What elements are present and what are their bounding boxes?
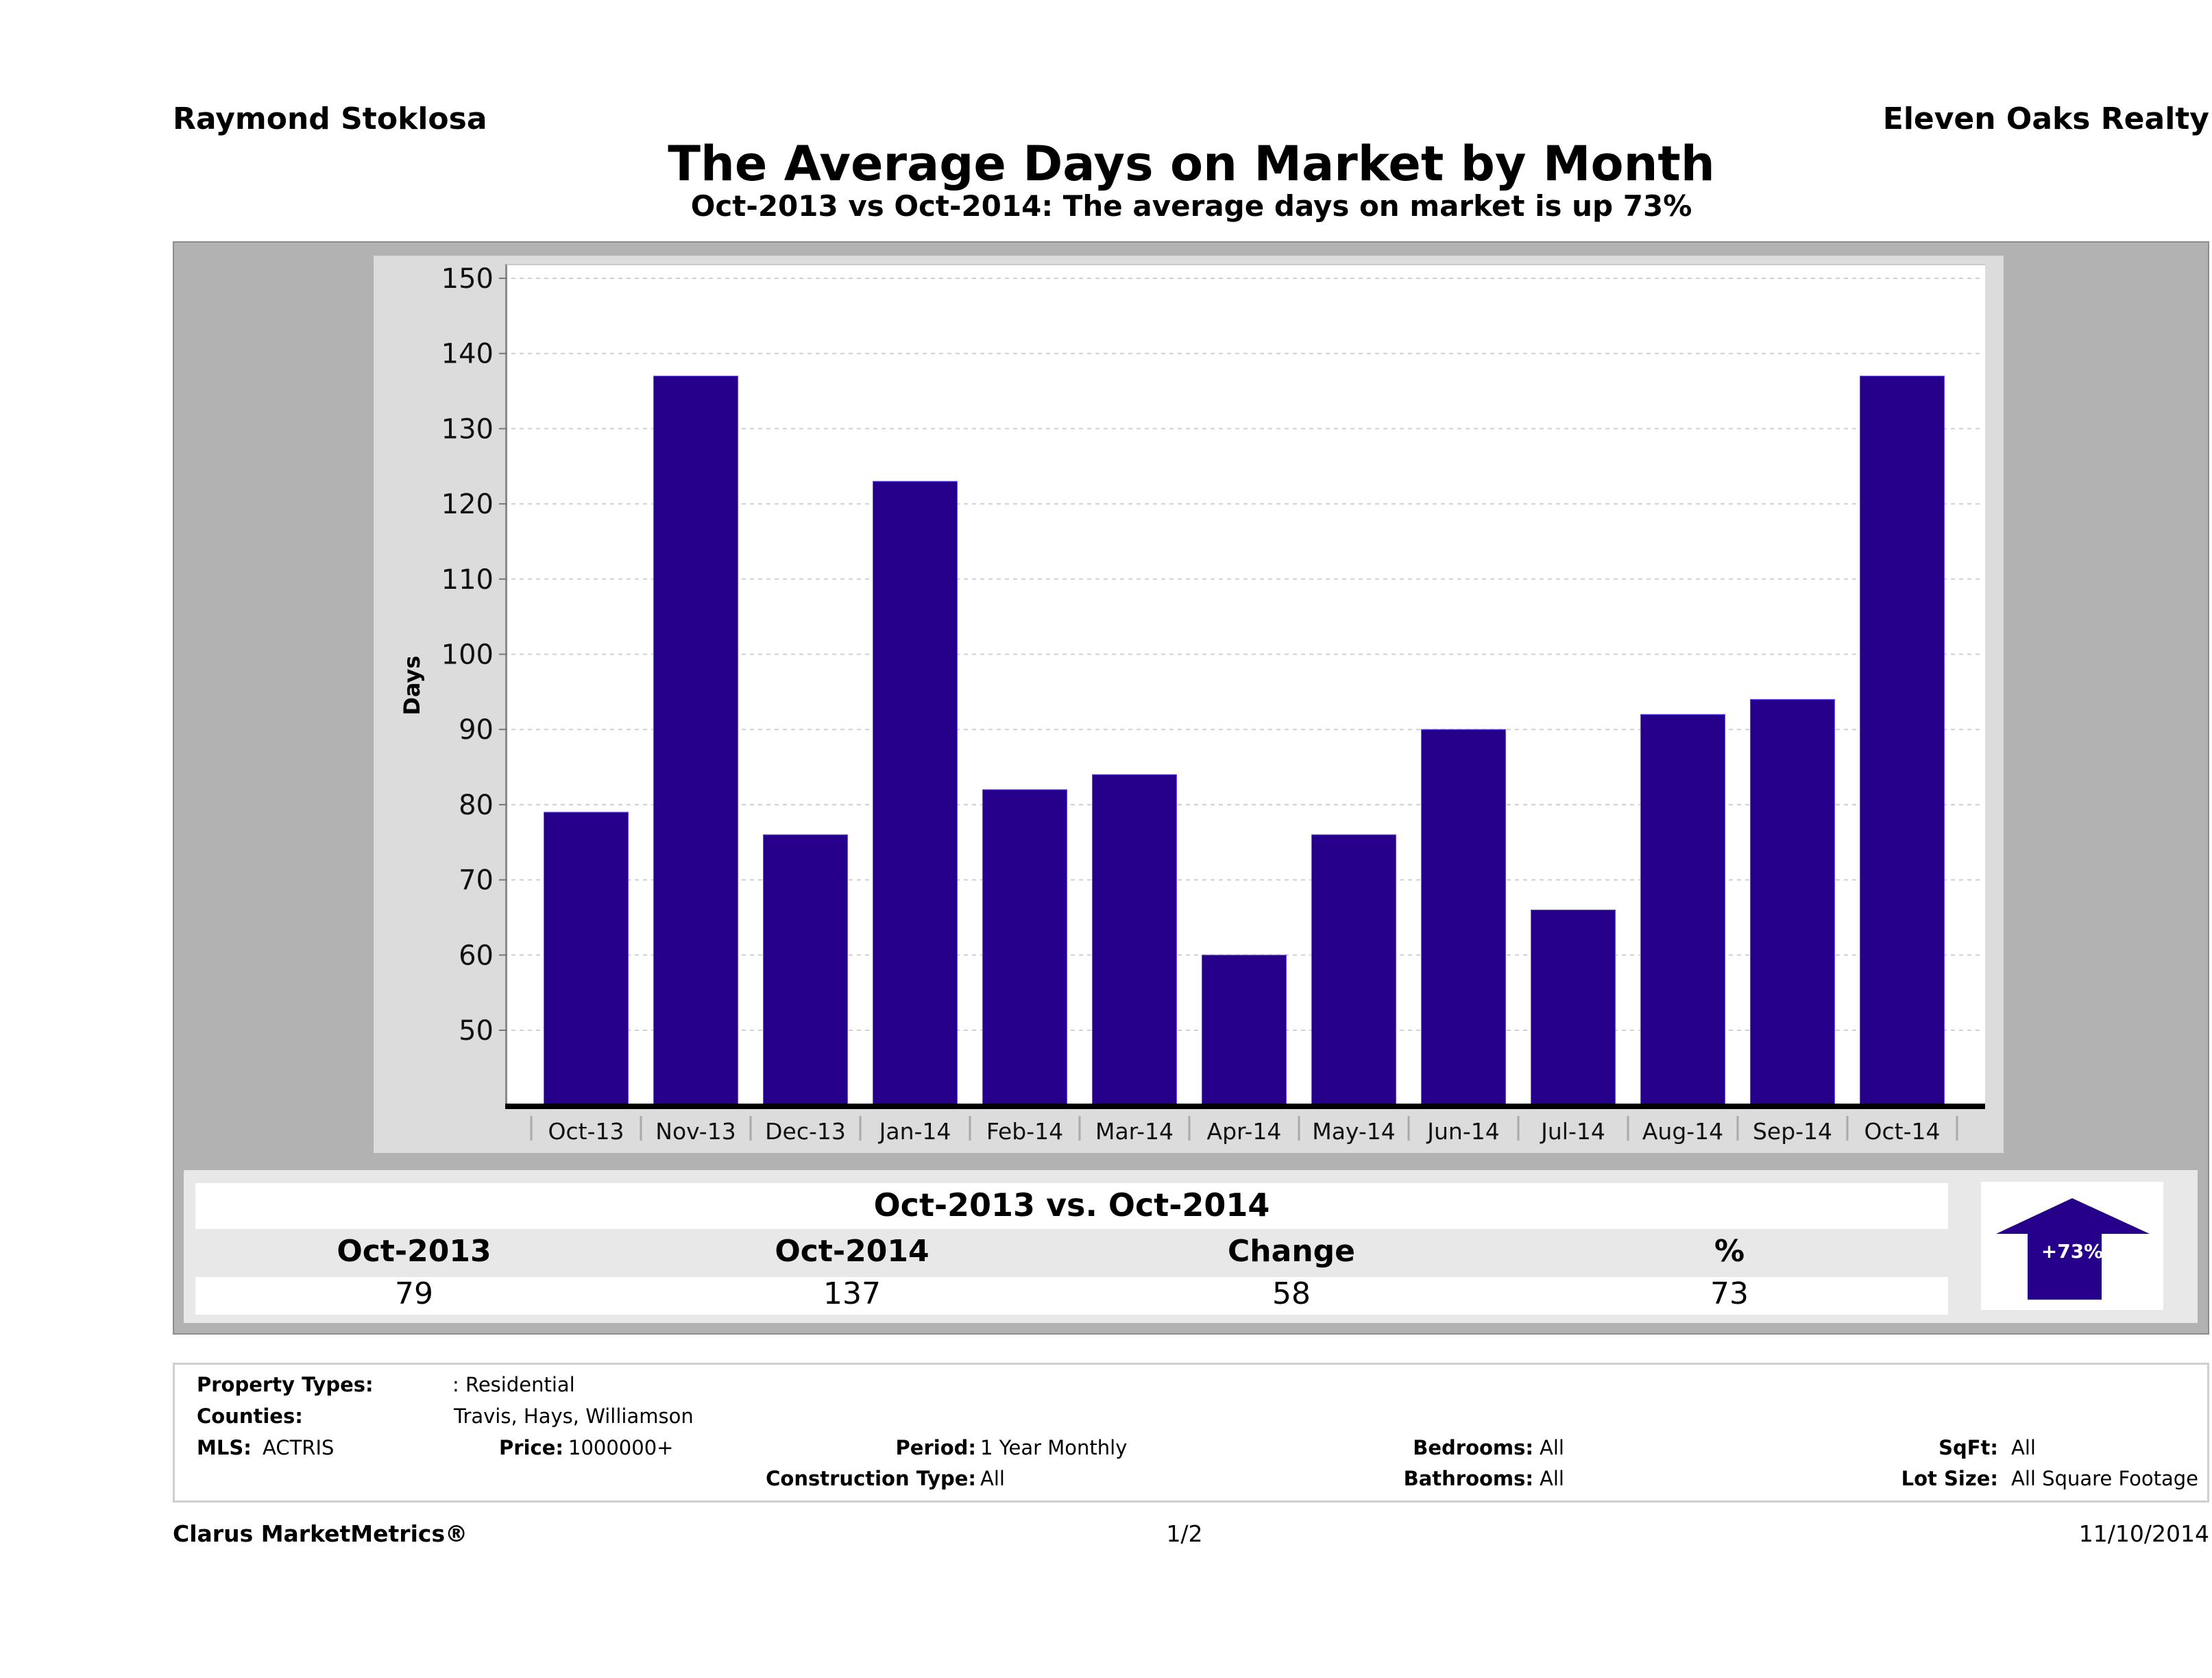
- bar-jun-14: [1421, 729, 1506, 1107]
- footer-date: 11/10/2014: [2078, 1520, 2209, 1547]
- y-tick-label: 70: [459, 865, 494, 897]
- summary-header-row: [195, 1230, 1948, 1275]
- company-name: Eleven Oaks Realty: [1882, 101, 2209, 136]
- y-tick-label: 50: [459, 1015, 494, 1047]
- change-badge: +73%: [2041, 1240, 2103, 1263]
- x-tick-label: Jul-14: [1540, 1118, 1605, 1145]
- report-subtitle: Oct-2013 vs Oct-2014: The average days o…: [690, 189, 1692, 223]
- summary-header-oct-2013: Oct-2013: [337, 1234, 491, 1269]
- x-tick-label: Jun-14: [1426, 1118, 1499, 1145]
- mls-label: MLS:: [197, 1436, 252, 1459]
- summary-title: Oct-2013 vs. Oct-2014: [873, 1187, 1270, 1224]
- up-arrow-icon: +73%: [1996, 1198, 2150, 1300]
- x-tick-label: Mar-14: [1095, 1118, 1174, 1145]
- construction-type-label: Construction Type:: [766, 1467, 976, 1490]
- property-types-value: : Residential: [452, 1373, 575, 1396]
- y-tick-label: 140: [441, 339, 494, 370]
- x-tick-label: Aug-14: [1642, 1118, 1723, 1145]
- y-axis-label: Days: [399, 655, 425, 715]
- period-value: 1 Year Monthly: [980, 1436, 1128, 1459]
- x-tick-label: Oct-14: [1864, 1118, 1941, 1145]
- lot-size-value: All Square Footage: [2011, 1467, 2199, 1490]
- lot-size-label: Lot Size:: [1901, 1467, 1998, 1490]
- x-tick-label: Dec-13: [765, 1118, 846, 1145]
- property-types-label: Property Types:: [197, 1373, 374, 1396]
- summary-header-percent: %: [1714, 1234, 1745, 1269]
- bar-jan-14: [873, 481, 958, 1107]
- bar-aug-14: [1640, 714, 1725, 1107]
- bar-feb-14: [982, 789, 1067, 1107]
- bar-nov-13: [653, 376, 738, 1107]
- x-tick-label: Apr-14: [1207, 1118, 1282, 1145]
- construction-type-value: All: [980, 1467, 1005, 1490]
- period-label: Period:: [895, 1436, 976, 1459]
- x-tick-label: Jan-14: [878, 1118, 951, 1145]
- summary-value-row: [195, 1277, 1948, 1315]
- filter-info-box: [173, 1363, 2209, 1503]
- bars: [544, 376, 1945, 1107]
- summary-value-change: 58: [1272, 1276, 1311, 1311]
- bar-dec-13: [763, 834, 848, 1107]
- footer-page-number: 1/2: [1166, 1520, 1203, 1547]
- y-axis-ticks: 50 60 70 80 90 100 110 120 130 140 150: [441, 263, 507, 1047]
- footer-brand: Clarus MarketMetrics®: [173, 1520, 468, 1547]
- x-tick-label: Oct-13: [548, 1118, 624, 1145]
- summary-value-oct-2014: 137: [823, 1276, 881, 1311]
- bar-jul-14: [1531, 909, 1616, 1107]
- price-value: 1000000+: [568, 1436, 674, 1459]
- bar-may-14: [1311, 834, 1396, 1107]
- sqft-value: All: [2011, 1436, 2036, 1459]
- sqft-label: SqFt:: [1938, 1436, 1998, 1459]
- y-tick-label: 150: [441, 263, 494, 295]
- bedrooms-label: Bedrooms:: [1413, 1436, 1533, 1459]
- y-tick-label: 100: [441, 640, 494, 671]
- counties-label: Counties:: [197, 1405, 303, 1428]
- summary-value-percent: 73: [1710, 1276, 1749, 1311]
- bar-chart: 50 60 70 80 90 100 110 120 130 140 150 Oct-13 Nov-1…: [399, 263, 1985, 1145]
- bathrooms-label: Bathrooms:: [1403, 1467, 1533, 1490]
- y-tick-label: 130: [441, 413, 494, 445]
- bathrooms-value: All: [1540, 1467, 1564, 1490]
- x-tick-label: Nov-13: [655, 1118, 736, 1145]
- x-axis-ticks: Oct-13 Nov-13 Dec-13 Jan-14 Feb-14 Mar-14 Apr-…: [505, 1104, 1985, 1145]
- price-label: Price:: [499, 1436, 563, 1459]
- counties-value: Travis, Hays, Williamson: [454, 1405, 694, 1428]
- summary-title-row: [195, 1183, 1948, 1229]
- x-tick-label: Sep-14: [1753, 1118, 1832, 1145]
- bar-mar-14: [1092, 774, 1177, 1107]
- agent-name: Raymond Stoklosa: [173, 101, 487, 136]
- x-tick-label: May-14: [1312, 1118, 1396, 1145]
- mls-value: ACTRIS: [263, 1436, 335, 1459]
- bedrooms-value: All: [1540, 1436, 1564, 1459]
- y-tick-label: 80: [459, 790, 494, 821]
- summary-header-oct-2014: Oct-2014: [775, 1234, 929, 1269]
- bar-sep-14: [1750, 698, 1835, 1107]
- bar-apr-14: [1202, 954, 1287, 1107]
- y-tick-label: 60: [459, 940, 494, 971]
- change-indicator: +73%: [1981, 1182, 2163, 1310]
- y-tick-label: 120: [441, 489, 494, 520]
- x-tick-label: Feb-14: [986, 1118, 1063, 1145]
- report-title: The Average Days on Market by Month: [668, 136, 1715, 192]
- y-tick-label: 110: [441, 564, 494, 596]
- bar-oct-14: [1860, 376, 1945, 1107]
- y-tick-label: 90: [459, 714, 494, 746]
- bar-oct-13: [544, 812, 629, 1107]
- summary-header-change: Change: [1228, 1234, 1355, 1269]
- summary-value-oct-2013: 79: [395, 1276, 433, 1311]
